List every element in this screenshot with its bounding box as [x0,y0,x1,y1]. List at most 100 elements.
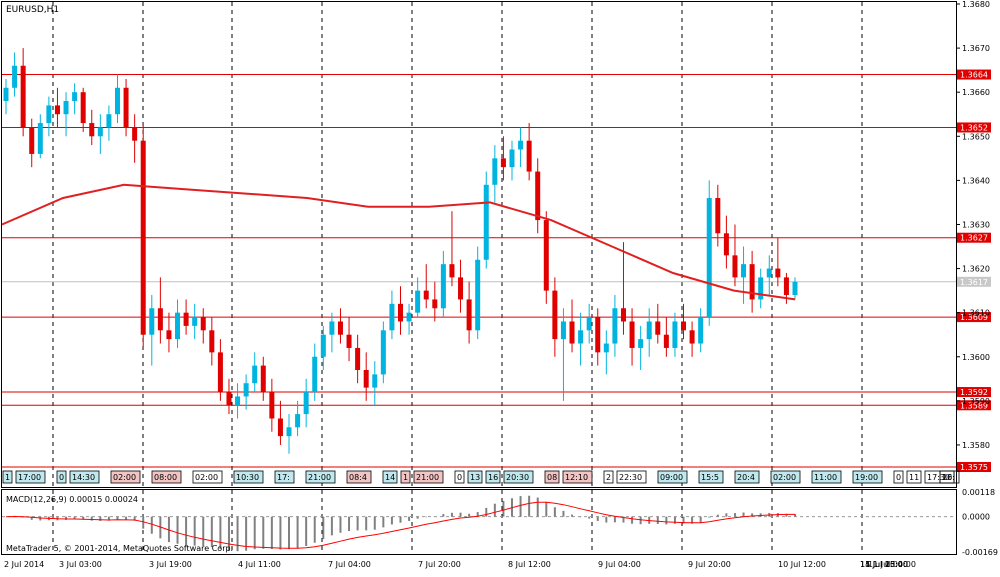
price-tick-label: 1.3600 [962,353,990,362]
candle [209,317,215,366]
candle [775,237,781,287]
svg-text:14: 14 [385,473,395,482]
session-marker: 02:00 [110,470,141,484]
session-marker: 0 [454,470,465,484]
svg-text:21:00: 21:00 [308,473,331,482]
candle [260,356,266,401]
candle [689,321,695,357]
svg-text:20:30: 20:30 [506,473,529,482]
svg-text:22:30: 22:30 [619,473,642,482]
svg-text:12:10: 12:10 [565,473,588,482]
candle [398,286,403,335]
time-tick-label: 15 Jul 05:00 [860,560,908,569]
candle [732,224,738,287]
candle [226,378,232,415]
candle [449,211,455,287]
moving-average-line [1,183,796,301]
level-price-label: 1.3652 [960,123,988,132]
candle [166,312,172,353]
candle [466,281,472,344]
candle [603,330,609,375]
session-marker: 02:00 [192,470,223,484]
svg-text:08:4: 08:4 [349,473,367,482]
candle [500,136,506,181]
candle [235,383,241,419]
candles [3,48,798,454]
candle [543,211,549,304]
level-price-tag [957,122,991,133]
candle [698,308,704,353]
svg-text:1: 1 [403,473,408,482]
candle [252,352,258,393]
time-tick-label: 14 Jul 13:00 [860,560,908,569]
svg-text:09:00: 09:00 [660,473,683,482]
candle [569,299,575,353]
svg-text:10:30: 10:30 [236,473,259,482]
candle [80,87,86,132]
session-marker: 14 [382,470,398,484]
session-marker: 1 [2,470,13,484]
candle [620,242,626,335]
candle [20,48,26,137]
candle [46,96,52,137]
level-price-label: 1.3575 [960,463,988,472]
svg-text:0: 0 [59,473,64,482]
level-price-tag [957,387,991,398]
candle [149,295,155,366]
candle [406,303,412,335]
macd-tick-label: -0.00169 [962,548,998,557]
time-tick-label: 11 Jul 20:00 [860,560,908,569]
svg-text:11:00: 11:00 [814,473,837,482]
candle [114,74,120,124]
session-marker: 08:4 [346,470,372,484]
candle [741,246,747,304]
candle [37,114,43,159]
candle [183,299,189,335]
candle [277,400,283,445]
candle [655,303,661,344]
svg-text:08: 08 [547,473,557,482]
session-marker: 20:30 [503,470,534,484]
session-marker: 16 [485,470,501,484]
candle [97,114,103,154]
svg-text:11: 11 [909,473,919,482]
candle [329,312,335,353]
candle [483,171,489,269]
session-marker: 21:00 [305,470,336,484]
candle [29,118,35,168]
candle [132,114,138,163]
macd-indicator: 0.00118 0.0000 -0.00169 [2,488,998,557]
candle [595,308,601,366]
svg-text:17:30: 17:30 [927,473,950,482]
time-tick-label: 3 Jul 19:00 [149,560,192,569]
session-marker: 0 [56,470,67,484]
time-tick-label: 9 Jul 04:00 [598,560,641,569]
candle [526,123,532,181]
candle [192,303,198,340]
session-marker: 19:00 [852,470,883,484]
svg-text:16: 16 [488,473,498,482]
svg-text:20:4: 20:4 [737,473,755,482]
price-axis: 1.3680 1.3670 1.3660 1.3650 1.3640 1.3630 1.36… [956,0,990,450]
level-price-tag [957,232,991,243]
candle [629,308,635,366]
level-price-label: 1.3589 [960,401,988,410]
candle [518,127,524,168]
macd-label: MACD(12,26,9) 0.00015 0.00024 [6,495,138,504]
candle [286,414,292,454]
candle [475,246,481,340]
macd-signal-line [5,501,795,549]
candle [63,92,69,137]
candle [458,259,464,313]
level-price-tag [957,69,991,80]
session-markers: 1 17:00 0 14:30 02:00 08:00 02:00 10:30 17: 21:00… [2,470,960,484]
candle [72,83,78,115]
svg-text:02:00: 02:00 [773,473,796,482]
macd-tick-label: 0.0000 [962,513,990,522]
svg-text:2: 2 [606,473,611,482]
time-axis: 2 Jul 2014 3 Jul 03:00 3 Jul 19:00 4 Jul 11… [4,560,916,569]
svg-text:0: 0 [896,473,901,482]
svg-text:19:00: 19:00 [855,473,878,482]
